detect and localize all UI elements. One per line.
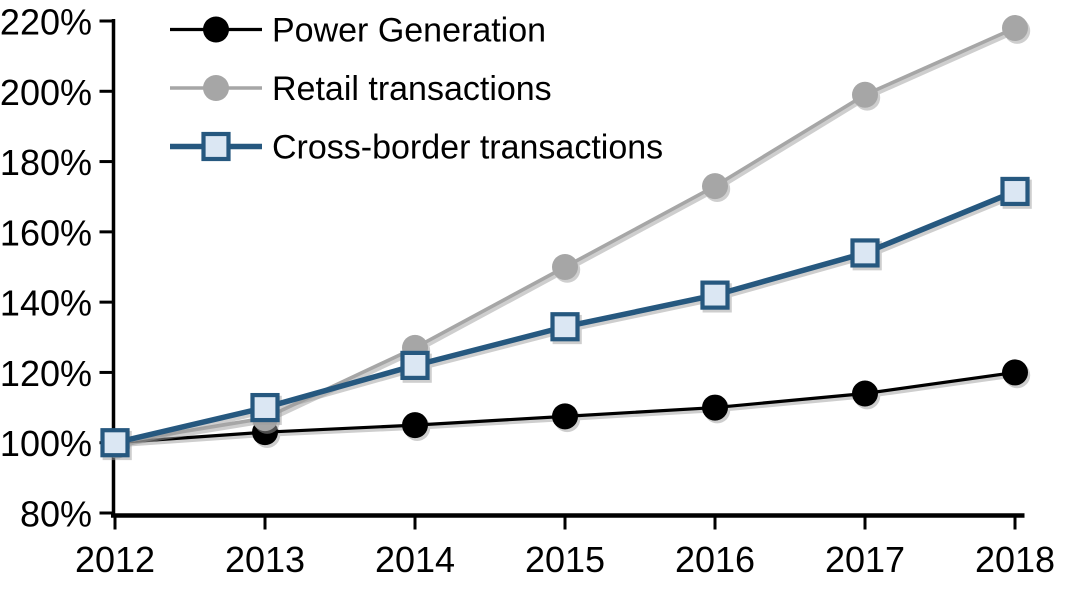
- x-tick-label: 2017: [825, 539, 905, 580]
- series-cross-border-transactions: [100, 176, 1030, 458]
- series-retail-transactions-marker: [702, 173, 728, 200]
- x-tick-label: 2015: [525, 539, 605, 580]
- y-tick-label: 140%: [0, 283, 92, 324]
- x-tick-label: 2013: [225, 539, 305, 580]
- series-cross-border-transactions-marker: [1000, 176, 1030, 207]
- series-cross-border-transactions-marker: [250, 392, 280, 423]
- series-retail-transactions-marker: [552, 254, 578, 280]
- series-power-generation-marker: [702, 394, 728, 421]
- y-tick-label: 200%: [0, 72, 92, 113]
- series-retail-transactions-marker: [203, 75, 229, 101]
- series-retail-transactions-marker: [852, 81, 878, 108]
- x-tick-label: 2012: [75, 539, 155, 580]
- series-power-generation-marker: [852, 380, 878, 407]
- legend-item-cross-border-transactions: Cross-border transactions: [170, 129, 663, 167]
- x-tick-label: 2014: [375, 539, 455, 580]
- legend: Power Generation Retail transactions Cross…: [170, 12, 663, 167]
- y-tick-label: 80%: [20, 494, 92, 535]
- series-cross-border-transactions-marker: [550, 312, 580, 342]
- legend-item-retail-transactions: Retail transactions: [170, 70, 552, 108]
- series-power-generation-marker: [402, 412, 428, 439]
- series-cross-border-transactions-marker: [700, 280, 730, 310]
- series-cross-border-transactions-marker: [100, 428, 130, 458]
- legend-label-retail-transactions: Retail transactions: [272, 70, 552, 108]
- series-shadow-line: [116, 29, 1019, 448]
- y-tick-label: 220%: [0, 2, 92, 43]
- series-retail-transactions-marker: [1002, 15, 1028, 42]
- series-cross-border-transactions-marker: [201, 131, 231, 162]
- series-power-generation-marker: [203, 16, 229, 43]
- x-tick-label: 2016: [675, 539, 755, 580]
- series-power-generation-marker: [1002, 359, 1028, 386]
- legend-label-cross-border-transactions: Cross-border transactions: [272, 129, 663, 167]
- y-tick-label: 100%: [0, 423, 92, 464]
- x-tick-label: 2018: [975, 539, 1055, 580]
- y-tick-label: 120%: [0, 353, 92, 394]
- legend-label-power-generation: Power Generation: [272, 12, 546, 50]
- y-tick-label: 180%: [0, 142, 92, 183]
- series-power-generation: [102, 359, 1028, 456]
- y-tick-label: 160%: [0, 212, 92, 253]
- series-cross-border-transactions-marker: [850, 238, 880, 268]
- series-power-generation-marker: [552, 403, 578, 430]
- series-cross-border-transactions-marker: [400, 350, 430, 380]
- legend-item-power-generation: Power Generation: [170, 12, 546, 50]
